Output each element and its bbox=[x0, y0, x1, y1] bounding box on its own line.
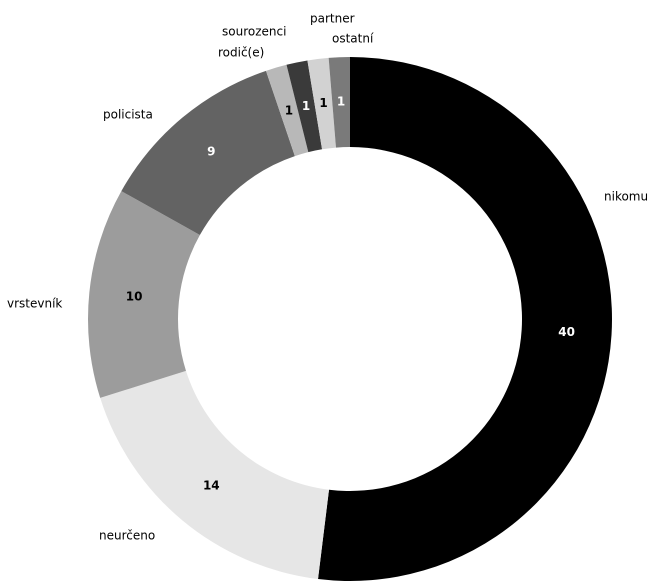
slices-layer bbox=[88, 57, 612, 581]
category-label-nikomu: nikomu bbox=[604, 190, 648, 204]
slice-neurceno bbox=[100, 370, 329, 580]
value-label-nikomu: 40 bbox=[558, 325, 575, 339]
category-label-rodic-e: rodič(e) bbox=[218, 46, 264, 60]
slice-partner bbox=[307, 57, 336, 150]
value-label-rodic-e: 1 bbox=[285, 103, 293, 117]
value-label-partner: 1 bbox=[319, 96, 327, 110]
value-label-vrstevnik: 10 bbox=[126, 289, 143, 303]
category-label-policista: policista bbox=[103, 108, 153, 122]
slice-policista bbox=[121, 70, 295, 236]
slice-nikomu bbox=[318, 57, 612, 581]
category-label-partner: partner bbox=[310, 12, 355, 26]
category-label-neurceno: neurčeno bbox=[99, 529, 155, 543]
slice-sourozenci bbox=[286, 60, 323, 153]
value-label-sourozenci: 1 bbox=[302, 99, 310, 113]
category-label-vrstevnik: vrstevník bbox=[7, 297, 62, 311]
slice-ostatni bbox=[328, 57, 350, 148]
category-label-ostatni: ostatní bbox=[332, 32, 374, 46]
slice-rodic-e bbox=[265, 64, 309, 157]
value-label-policista: 9 bbox=[207, 145, 215, 159]
category-labels-layer: nikomu neurčeno vrstevník policista rodič(e)… bbox=[7, 12, 648, 543]
value-label-ostatni: 1 bbox=[337, 95, 345, 109]
category-label-sourozenci: sourozenci bbox=[222, 25, 286, 39]
slice-vrstevnik bbox=[88, 191, 200, 398]
value-label-neurceno: 14 bbox=[203, 478, 220, 492]
